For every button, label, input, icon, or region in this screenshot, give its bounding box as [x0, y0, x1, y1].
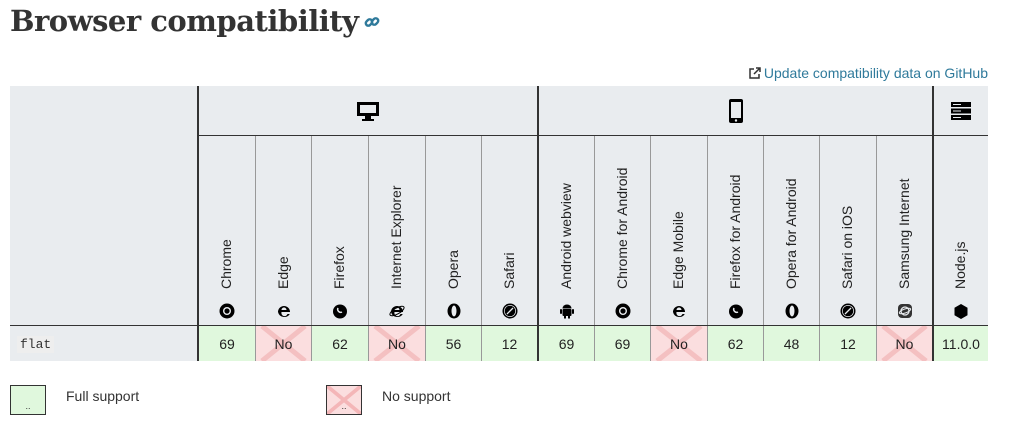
browser-header: Android webview [537, 136, 594, 325]
compat-table: flat Chrome 69 Edge No Firefox 62 Internet Exp… [10, 86, 988, 361]
edge-icon [277, 306, 290, 317]
support-cell[interactable]: No [650, 326, 707, 361]
legend-none-label: No support [382, 388, 451, 404]
browser-header: Edge Mobile [650, 136, 707, 325]
browser-name: Safari on iOS [839, 205, 855, 289]
chrome-icon [615, 303, 630, 319]
ie-icon [389, 305, 405, 317]
browser-name: Chrome for Android [613, 167, 630, 289]
support-value: No [895, 335, 914, 352]
legend-full-swatch: .. [10, 385, 46, 415]
row-divider [10, 325, 988, 326]
support-cell[interactable]: 69 [537, 326, 594, 361]
opera-icon [447, 303, 460, 319]
browser-header: Chrome [197, 136, 255, 325]
support-value: 69 [219, 335, 235, 352]
safari-icon [502, 303, 517, 319]
server-icon [951, 101, 971, 120]
browser-name: Firefox [331, 246, 347, 289]
browser-name: Safari [500, 252, 517, 289]
page-title: Browser compatibility [10, 4, 359, 38]
support-cell[interactable]: 69 [594, 326, 650, 361]
mobile-platform-header [537, 86, 932, 136]
nodejs-icon [954, 304, 968, 319]
safari-icon [840, 303, 856, 319]
support-cell[interactable]: 48 [763, 326, 819, 361]
browser-header: Internet Explorer [368, 136, 425, 325]
opera-icon [785, 303, 798, 319]
browser-header: Firefox for Android [707, 136, 763, 325]
support-cell[interactable]: 62 [707, 326, 763, 361]
no-support-cross-icon [881, 326, 928, 361]
desktop-icon [357, 101, 379, 121]
firefox-icon [333, 304, 347, 319]
browser-header: Safari on iOS [819, 136, 876, 325]
browser-header: Opera for Android [763, 136, 819, 325]
support-cell[interactable]: 56 [425, 326, 481, 361]
support-value: 69 [614, 335, 631, 352]
feature-name: flat [17, 336, 55, 353]
support-cell[interactable]: 11.0.0 [932, 326, 988, 361]
support-value: 69 [558, 335, 575, 352]
browser-name: Opera for Android [782, 178, 799, 289]
browser-name: Chrome [218, 239, 234, 289]
desktop-platform-header [197, 86, 537, 136]
support-cell[interactable]: No [368, 326, 425, 361]
browser-name: Opera [444, 250, 461, 289]
no-support-cross-icon [260, 326, 307, 361]
support-cell[interactable]: No [876, 326, 932, 361]
support-value: 12 [840, 335, 856, 352]
support-value: No [388, 335, 406, 352]
firefox-icon [728, 304, 743, 319]
legend-full-label: Full support [66, 388, 140, 404]
support-cell[interactable]: 62 [311, 326, 368, 361]
no-support-cross-icon [655, 326, 703, 361]
browser-header: Safari [481, 136, 537, 325]
mobile-icon [728, 98, 743, 123]
support-value: 62 [332, 335, 348, 352]
support-value: 62 [727, 335, 744, 352]
browser-name: Android webview [557, 183, 574, 289]
legend-none-swatch: .. [326, 385, 362, 415]
support-value: 12 [501, 335, 518, 352]
support-value: No [670, 335, 688, 352]
browser-header: Chrome for Android [594, 136, 650, 325]
chrome-icon [219, 303, 235, 319]
browser-name: Firefox for Android [726, 174, 743, 289]
support-value: 11.0.0 [942, 335, 980, 352]
github-link[interactable]: Update compatibility data on GitHub [749, 65, 988, 81]
support-cell[interactable]: No [255, 326, 311, 361]
browser-name: Edge Mobile [670, 211, 686, 289]
browser-header: Samsung Internet [876, 136, 932, 325]
browser-name: Edge [274, 256, 291, 289]
link-icon[interactable] [364, 14, 380, 35]
support-cell[interactable]: 12 [481, 326, 537, 361]
browser-header: Node.js [932, 136, 988, 325]
support-value: 48 [783, 335, 800, 352]
browser-header: Opera [425, 136, 481, 325]
support-cell[interactable]: 69 [197, 326, 255, 361]
external-link-icon [749, 67, 761, 79]
support-value: 56 [445, 335, 462, 352]
browser-header: Edge [255, 136, 311, 325]
android-icon [559, 304, 574, 319]
support-cell[interactable]: 12 [819, 326, 876, 361]
browser-header: Firefox [311, 136, 368, 325]
samsung-internet-icon [897, 304, 912, 318]
edge-icon [673, 306, 685, 317]
support-value: No [274, 335, 293, 352]
no-support-cross-icon [373, 326, 421, 361]
browser-name: Samsung Internet [895, 178, 912, 289]
server-platform-header [932, 86, 988, 136]
browser-name: Internet Explorer [388, 185, 404, 290]
browser-name: Node.js [952, 241, 968, 289]
